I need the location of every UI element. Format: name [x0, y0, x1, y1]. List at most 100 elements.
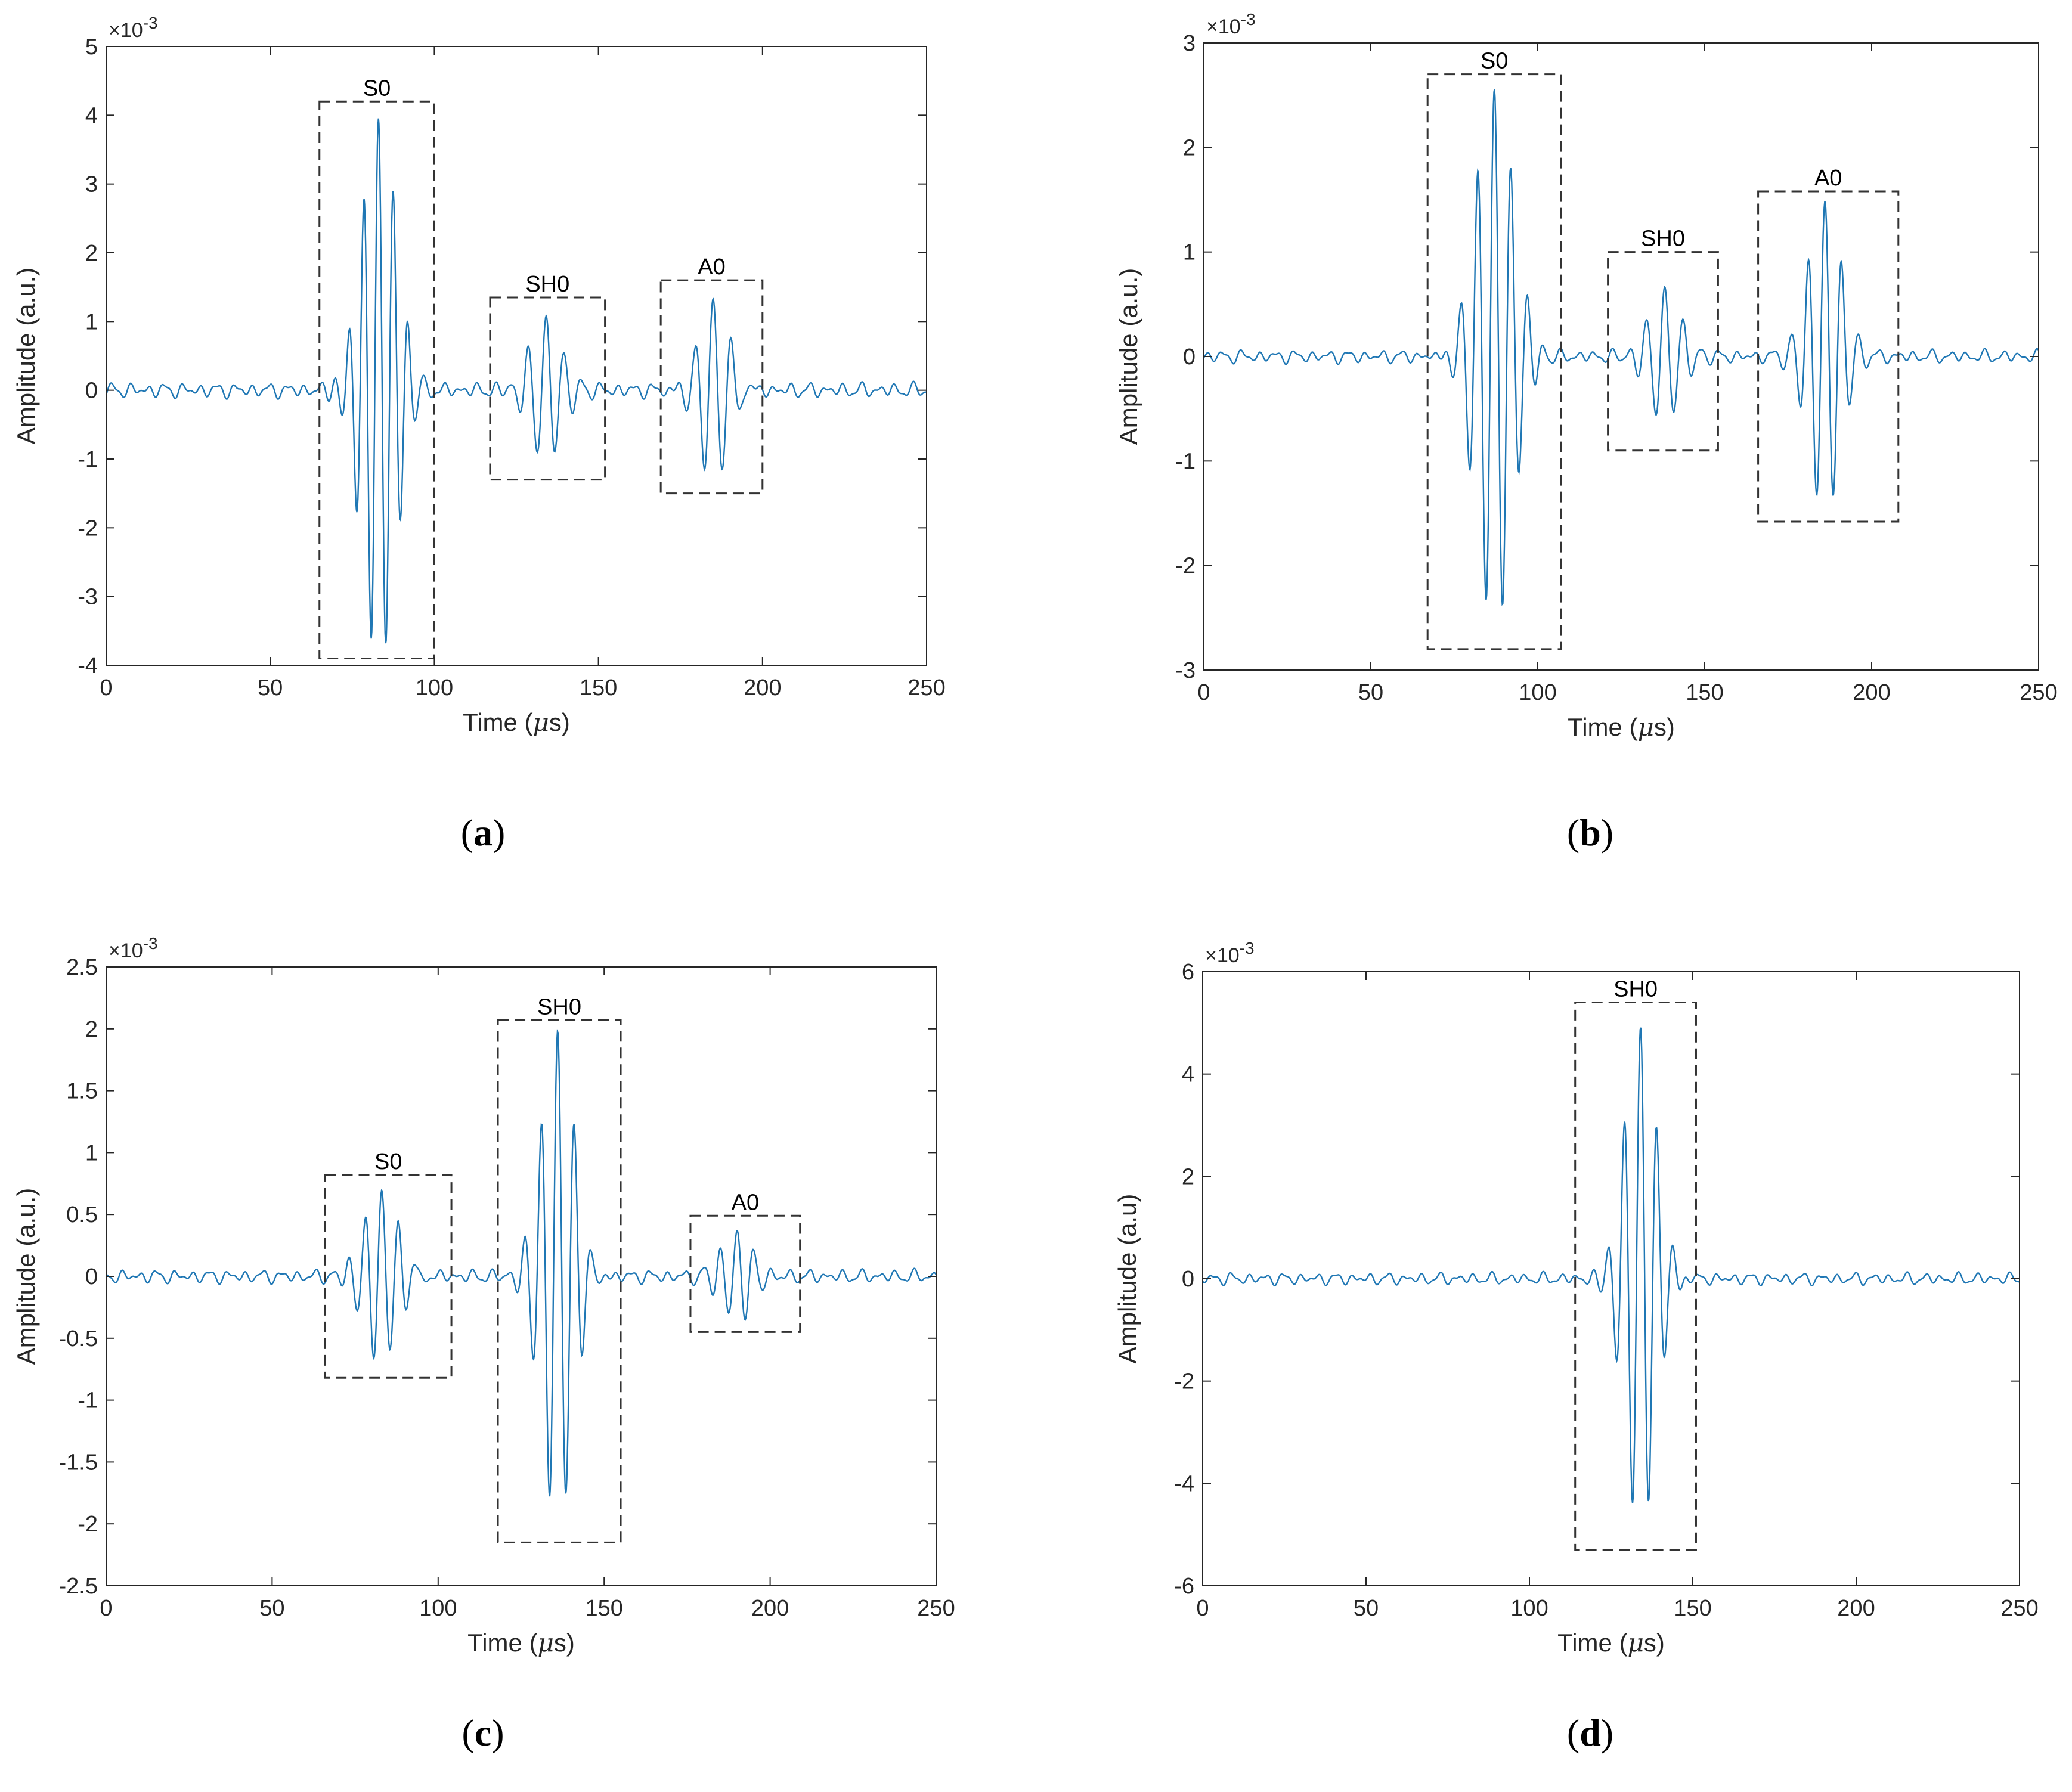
x-axis-title-part: Time ( — [467, 1629, 537, 1657]
caption-close: ) — [493, 811, 506, 854]
x-axis-title-part: s) — [1644, 1629, 1665, 1657]
y-tick-label: -2 — [78, 516, 98, 541]
x-tick-label: 100 — [1510, 1596, 1548, 1621]
caption-letter: c — [474, 1712, 492, 1754]
mode-label-sh0: SH0 — [1641, 227, 1685, 252]
exponent-base: ×10 — [109, 19, 143, 42]
y-tick-label: 3 — [85, 172, 98, 197]
exponent-label: ×10-3 — [1206, 10, 1256, 38]
y-tick-label: -0.5 — [59, 1326, 98, 1351]
x-tick-label: 50 — [1358, 680, 1383, 705]
x-tick-label: 250 — [2020, 680, 2057, 705]
mode-box-s0 — [318, 100, 435, 659]
x-tick-label: 200 — [751, 1596, 789, 1621]
x-tick-label: 50 — [1354, 1596, 1379, 1621]
chart-c: S0 SH0 A0 0 50 100 150 200 250 -2.5 -2 -1.5 -1 -0.5 0 0… — [12, 934, 955, 1657]
plot-frame — [106, 46, 927, 666]
x-axis-title-part: Time ( — [1557, 1629, 1627, 1657]
caption-letter: d — [1579, 1712, 1601, 1754]
x-axis-title-part: Time ( — [463, 708, 532, 736]
caption-a: (a) — [394, 811, 572, 855]
plot-frame — [1203, 42, 2039, 671]
caption-letter: a — [473, 811, 493, 854]
mode-label-s0: S0 — [363, 76, 391, 101]
x-axis-title-part: μ — [1638, 712, 1654, 742]
y-tick-label: 3 — [1183, 31, 1195, 56]
x-axis-title: Time (μs) — [1568, 712, 1675, 742]
y-tick-label: 2.5 — [66, 955, 98, 980]
mode-box-a0 — [689, 1214, 801, 1333]
mode-label-sh0: SH0 — [1613, 977, 1658, 1002]
x-tick-label: 150 — [585, 1596, 622, 1621]
mode-box-s0 — [1426, 73, 1562, 650]
caption-open: ( — [1566, 811, 1580, 854]
x-tick-label: 50 — [259, 1596, 284, 1621]
panel-d: SH0 0 50 100 150 200 250 -6 -4 -2 0 2 4 6 ×10-3 Time (μ… — [1036, 912, 2072, 1792]
x-tick-label: 200 — [1837, 1596, 1875, 1621]
mode-label-s0: S0 — [1481, 49, 1508, 74]
caption-b: (b) — [1501, 811, 1680, 855]
y-tick-label: 2 — [1182, 1164, 1194, 1189]
y-tick-label: -1 — [78, 1388, 98, 1413]
mode-label-sh0: SH0 — [525, 272, 569, 297]
caption-close: ) — [491, 1712, 504, 1754]
mode-box-sh0 — [489, 296, 606, 481]
plot-frame — [1202, 971, 2020, 1586]
x-tick-label: 200 — [1853, 680, 1890, 705]
x-tick-label: 100 — [416, 675, 453, 700]
y-tick-label: 2 — [1183, 135, 1195, 160]
y-tick-label: 5 — [85, 35, 98, 60]
y-axis-title: Amplitude (a.u.) — [12, 1188, 40, 1365]
y-tick-label: 1.5 — [66, 1079, 98, 1104]
y-tick-label: 1 — [85, 1140, 98, 1165]
y-tick-label: 2 — [85, 1017, 98, 1042]
x-tick-label: 0 — [100, 1596, 112, 1621]
mode-label-a0: A0 — [732, 1190, 759, 1215]
exponent-power: -3 — [1240, 939, 1255, 957]
y-tick-label: -1.5 — [59, 1450, 98, 1475]
x-axis-title-part: s) — [1654, 713, 1675, 741]
y-axis-title: Amplitude (a.u) — [1113, 1194, 1141, 1364]
caption-c: (c) — [394, 1711, 572, 1755]
signal-line — [1203, 89, 2040, 606]
y-tick-label: -2.5 — [59, 1574, 98, 1599]
y-tick-label: 0 — [85, 379, 98, 404]
y-tick-label: -2 — [1174, 1369, 1194, 1394]
y-tick-label: -2 — [78, 1512, 98, 1537]
x-axis-title-part: s) — [549, 708, 570, 736]
caption-open: ( — [460, 811, 473, 854]
y-tick-label: -1 — [1175, 449, 1195, 474]
mode-label-sh0: SH0 — [537, 994, 581, 1019]
caption-d: (d) — [1501, 1711, 1680, 1755]
x-tick-label: 250 — [908, 675, 945, 700]
x-tick-label: 250 — [2000, 1596, 2038, 1621]
mode-label-s0: S0 — [374, 1149, 402, 1174]
panel-c: S0 SH0 A0 0 50 100 150 200 250 -2.5 -2 -1.5 -1 -0.5 0 0… — [0, 912, 1036, 1792]
y-tick-label: -2 — [1175, 554, 1195, 579]
signal-line — [106, 1029, 937, 1497]
y-tick-label: -6 — [1174, 1574, 1194, 1599]
x-tick-label: 250 — [917, 1596, 955, 1621]
caption-close: ) — [1600, 811, 1614, 854]
y-tick-label: -1 — [78, 447, 98, 472]
exponent-power: -3 — [143, 14, 158, 32]
x-axis-title-part: s) — [554, 1629, 575, 1657]
caption-letter: b — [1579, 811, 1601, 854]
x-tick-label: 150 — [1686, 680, 1723, 705]
x-tick-label: 0 — [100, 675, 112, 700]
x-axis-title: Time (μs) — [467, 1628, 575, 1657]
y-tick-label: 1 — [1183, 240, 1195, 265]
y-tick-label: 0 — [1183, 345, 1195, 370]
y-tick-label: -4 — [78, 653, 98, 678]
mode-box-a0 — [1757, 190, 1900, 523]
x-tick-label: 100 — [419, 1596, 457, 1621]
signal-line — [1202, 1027, 2020, 1503]
signal-line — [105, 118, 927, 644]
y-tick-label: -3 — [1175, 658, 1195, 683]
y-tick-label: 4 — [85, 103, 98, 128]
x-axis-title-part: Time ( — [1568, 713, 1637, 741]
x-tick-label: 150 — [580, 675, 617, 700]
x-tick-label: 200 — [744, 675, 781, 700]
y-tick-label: -4 — [1174, 1471, 1194, 1496]
